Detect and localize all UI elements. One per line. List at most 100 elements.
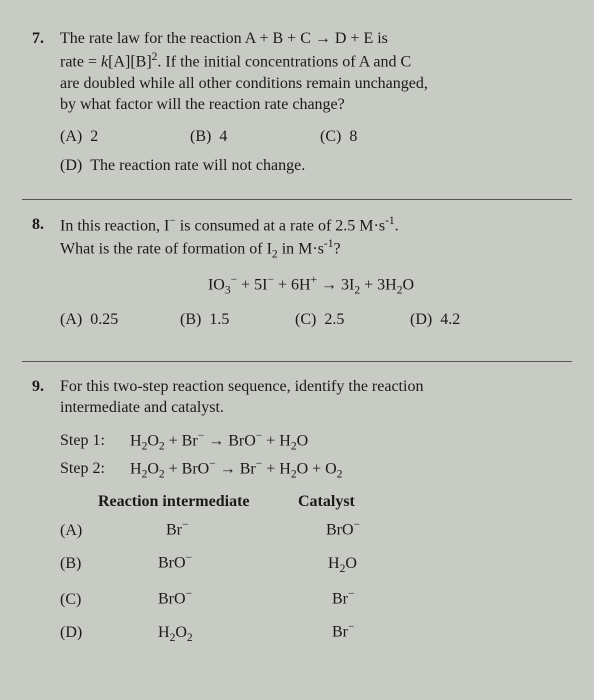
question-8: 8. In this reaction, I− is consumed at a… <box>32 214 562 339</box>
text: BrO <box>158 591 186 608</box>
text: O <box>147 460 159 477</box>
text: 2 <box>337 468 343 480</box>
text: -1 <box>324 238 334 250</box>
text: ? <box>334 240 341 257</box>
cell-catalyst: Br− <box>296 587 446 610</box>
text: What is the rate of formation of I <box>60 240 272 257</box>
question-number: 7. <box>32 28 60 177</box>
cell-intermediate: BrO− <box>106 551 296 574</box>
step-label: Step 2: <box>60 458 126 480</box>
option-d: (D) H2O2 Br− <box>60 620 562 646</box>
option-label: (C) <box>60 589 106 611</box>
text: The rate law for the reaction A + B + C … <box>60 30 388 47</box>
option-c: (C) 8 <box>320 126 357 148</box>
question-number: 8. <box>32 214 60 339</box>
option-label: (D) <box>60 155 82 177</box>
option-a: (A) 2 <box>60 126 190 148</box>
question-row: 9. For this two-step reaction sequence, … <box>32 376 562 657</box>
text: BrO <box>158 555 186 572</box>
option-a: (A) 0.25 <box>60 309 180 331</box>
cell-catalyst: BrO− <box>296 518 446 541</box>
step-label: Step 1: <box>60 430 126 452</box>
question-body: The rate law for the reaction A + B + C … <box>60 28 562 177</box>
text: → BrO <box>204 432 256 449</box>
cell-intermediate: H2O2 <box>106 622 296 647</box>
text: rate = <box>60 53 101 70</box>
question-9: 9. For this two-step reaction sequence, … <box>32 376 562 657</box>
text: + H <box>262 432 291 449</box>
text: + 6H <box>274 276 311 293</box>
text: + 3H <box>360 276 397 293</box>
text: − <box>348 588 355 600</box>
divider <box>22 199 572 200</box>
cell-catalyst: Br− <box>296 620 446 643</box>
question-body: For this two-step reaction sequence, ide… <box>60 376 562 657</box>
option-label: (D) <box>60 622 106 644</box>
option-value: 8 <box>349 126 357 148</box>
step-1: Step 1: H2O2 + Br− → BrO− + H2O <box>60 429 562 455</box>
options-row: (A) 2 (B) 4 (C) 8 <box>60 126 562 148</box>
text: are doubled while all other conditions r… <box>60 75 428 92</box>
question-row: 7. The rate law for the reaction A + B +… <box>32 28 562 177</box>
cell-catalyst: H2O <box>296 553 446 578</box>
cell-intermediate: BrO− <box>106 587 296 610</box>
option-label: (A) <box>60 520 106 542</box>
text: in M·s <box>278 240 324 257</box>
text: − <box>186 588 193 600</box>
question-prompt: The rate law for the reaction A + B + C … <box>60 28 562 116</box>
option-value: 2 <box>90 126 98 148</box>
option-value: 1.5 <box>209 309 229 331</box>
option-value: The reaction rate will not change. <box>90 155 305 177</box>
options-row: (A)0.25 (B)1.5 (C)2.5 (D)4.2 <box>60 309 562 331</box>
text: H <box>158 624 170 641</box>
question-7: 7. The rate law for the reaction A + B +… <box>32 28 562 177</box>
text: O <box>402 276 414 293</box>
table-header: Reaction intermediate Catalyst <box>98 491 562 513</box>
option-label: (B) <box>60 553 106 575</box>
divider <box>22 361 572 362</box>
text: is consumed at a rate of 2.5 M·s <box>176 217 385 234</box>
text: O <box>175 624 187 641</box>
option-d: (D)4.2 <box>410 309 460 331</box>
text: Br <box>332 591 348 608</box>
text: + 5I <box>237 276 267 293</box>
option-value: 4 <box>219 126 227 148</box>
option-label: (B) <box>180 309 201 331</box>
question-number: 9. <box>32 376 60 657</box>
text: + Br <box>165 432 198 449</box>
text: by what factor will the reaction rate ch… <box>60 96 345 113</box>
cell-intermediate: Br− <box>106 518 296 541</box>
equation: IO3− + 5I− + 6H+ → 3I2 + 3H2O <box>60 273 562 299</box>
col-header-intermediate: Reaction intermediate <box>98 491 298 513</box>
option-a: (A) Br− BrO− <box>60 518 562 541</box>
option-b: (B) 1.5 <box>180 309 295 331</box>
option-value: 0.25 <box>90 309 118 331</box>
option-b: (B) BrO− H2O <box>60 551 562 577</box>
option-b: (B) 4 <box>190 126 320 148</box>
text: − <box>348 621 355 633</box>
text: intermediate and catalyst. <box>60 399 224 416</box>
text: For this two-step reaction sequence, ide… <box>60 378 423 395</box>
step-2: Step 2: H2O2 + BrO− → Br− + H2O + O2 <box>60 457 562 483</box>
option-label: (A) <box>60 309 82 331</box>
question-prompt: In this reaction, I− is consumed at a ra… <box>60 214 562 263</box>
text: . If the initial concentrations of A and… <box>157 53 411 70</box>
option-label: (C) <box>295 309 316 331</box>
text: . <box>395 217 399 234</box>
text: In this reaction, I <box>60 217 169 234</box>
text: O <box>297 432 309 449</box>
option-label: (A) <box>60 126 82 148</box>
text: → Br <box>216 460 256 477</box>
question-body: In this reaction, I− is consumed at a ra… <box>60 214 562 339</box>
text: H <box>130 460 142 477</box>
text: IO <box>208 276 225 293</box>
text: − <box>186 552 193 564</box>
text: 3 <box>225 284 231 296</box>
text: BrO <box>326 522 354 539</box>
text: + H <box>262 460 291 477</box>
option-label: (C) <box>320 126 341 148</box>
text: O + O <box>297 460 337 477</box>
option-d: (D) The reaction rate will not change. <box>60 155 562 177</box>
option-label: (B) <box>190 126 211 148</box>
text: 2 <box>187 632 193 644</box>
